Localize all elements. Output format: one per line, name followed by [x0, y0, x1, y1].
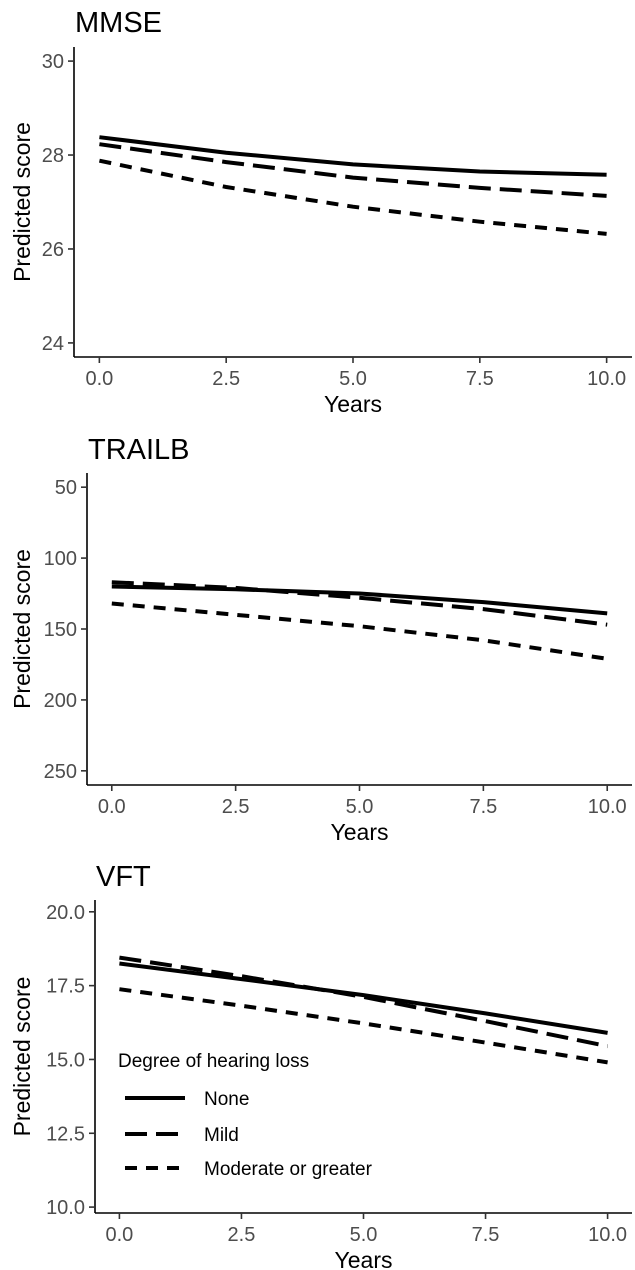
series-line-moderate-or-greater — [98, 158, 607, 236]
series-line-mild — [99, 142, 607, 198]
y-tick-label: 10.0 — [46, 1197, 85, 1219]
panel-title-vft: VFT — [96, 861, 151, 893]
y-axis-title: Predicted score — [9, 122, 35, 282]
y-tick-label: 20.0 — [46, 902, 85, 924]
x-tick-label: 2.5 — [222, 796, 250, 818]
y-tick-label: 100 — [44, 548, 77, 570]
legend-label-none: None — [204, 1089, 249, 1110]
series-line-mild — [111, 580, 608, 627]
x-tick-label: 0.0 — [106, 1224, 134, 1246]
panel-mmse: MMSE 24 26 28 30 0.0 2.5 5.0 7.5 10.0 Years Predict… — [9, 7, 632, 417]
y-tick-label: 28 — [42, 145, 64, 167]
y-tick-label: 17.5 — [46, 976, 85, 998]
y-tick-label: 250 — [44, 761, 77, 783]
y-axis-title: Predicted score — [9, 549, 35, 709]
legend-title: Degree of hearing loss — [118, 1051, 309, 1072]
y-tick-label: 30 — [42, 51, 64, 73]
x-tick-label: 5.0 — [339, 368, 367, 390]
x-axis-title: Years — [335, 1247, 393, 1270]
y-tick-label: 26 — [42, 239, 64, 261]
x-tick-label: 0.0 — [98, 796, 126, 818]
x-tick-label: 5.0 — [350, 1224, 378, 1246]
x-tick-label: 5.0 — [346, 796, 374, 818]
x-axis-title: Years — [324, 391, 382, 417]
series-line-none — [119, 961, 608, 1035]
x-tick-label: 2.5 — [228, 1224, 256, 1246]
panel-title-trailb: TRAILB — [88, 434, 190, 466]
legend-label-moderate-or-greater: Moderate or greater — [204, 1159, 373, 1180]
y-tick-label: 50 — [55, 477, 77, 499]
x-tick-label: 10.0 — [588, 1224, 627, 1246]
x-tick-label: 7.5 — [469, 796, 497, 818]
y-tick-label: 150 — [44, 619, 77, 641]
series-line-none — [111, 584, 608, 616]
series-line-mild — [119, 955, 609, 1049]
y-tick-label: 15.0 — [46, 1049, 85, 1071]
y-tick-label: 200 — [44, 690, 77, 712]
x-axis-title: Years — [331, 819, 389, 845]
x-tick-label: 10.0 — [588, 796, 627, 818]
y-tick-label: 12.5 — [46, 1123, 85, 1145]
panel-vft: VFT 10.0 12.5 15.0 17.5 20.0 0.0 2.5 5.0 7.5 10.0 Y… — [9, 861, 632, 1270]
series-line-moderate-or-greater — [111, 601, 608, 661]
x-tick-label: 7.5 — [466, 368, 494, 390]
x-tick-label: 10.0 — [587, 368, 626, 390]
y-axis-title: Predicted score — [9, 977, 35, 1137]
series-line-none — [99, 135, 607, 177]
panel-trailb: TRAILB 50 100 150 200 250 0.0 2.5 5.0 7.5 10.0 Year… — [9, 434, 632, 845]
y-tick-label: 24 — [42, 333, 64, 355]
legend-label-mild: Mild — [204, 1125, 239, 1146]
x-tick-label: 7.5 — [472, 1224, 500, 1246]
legend: Degree of hearing loss None Mild Moderate o… — [118, 1051, 373, 1180]
x-tick-label: 0.0 — [85, 368, 113, 390]
panel-title-mmse: MMSE — [75, 7, 162, 39]
x-tick-label: 2.5 — [212, 368, 240, 390]
